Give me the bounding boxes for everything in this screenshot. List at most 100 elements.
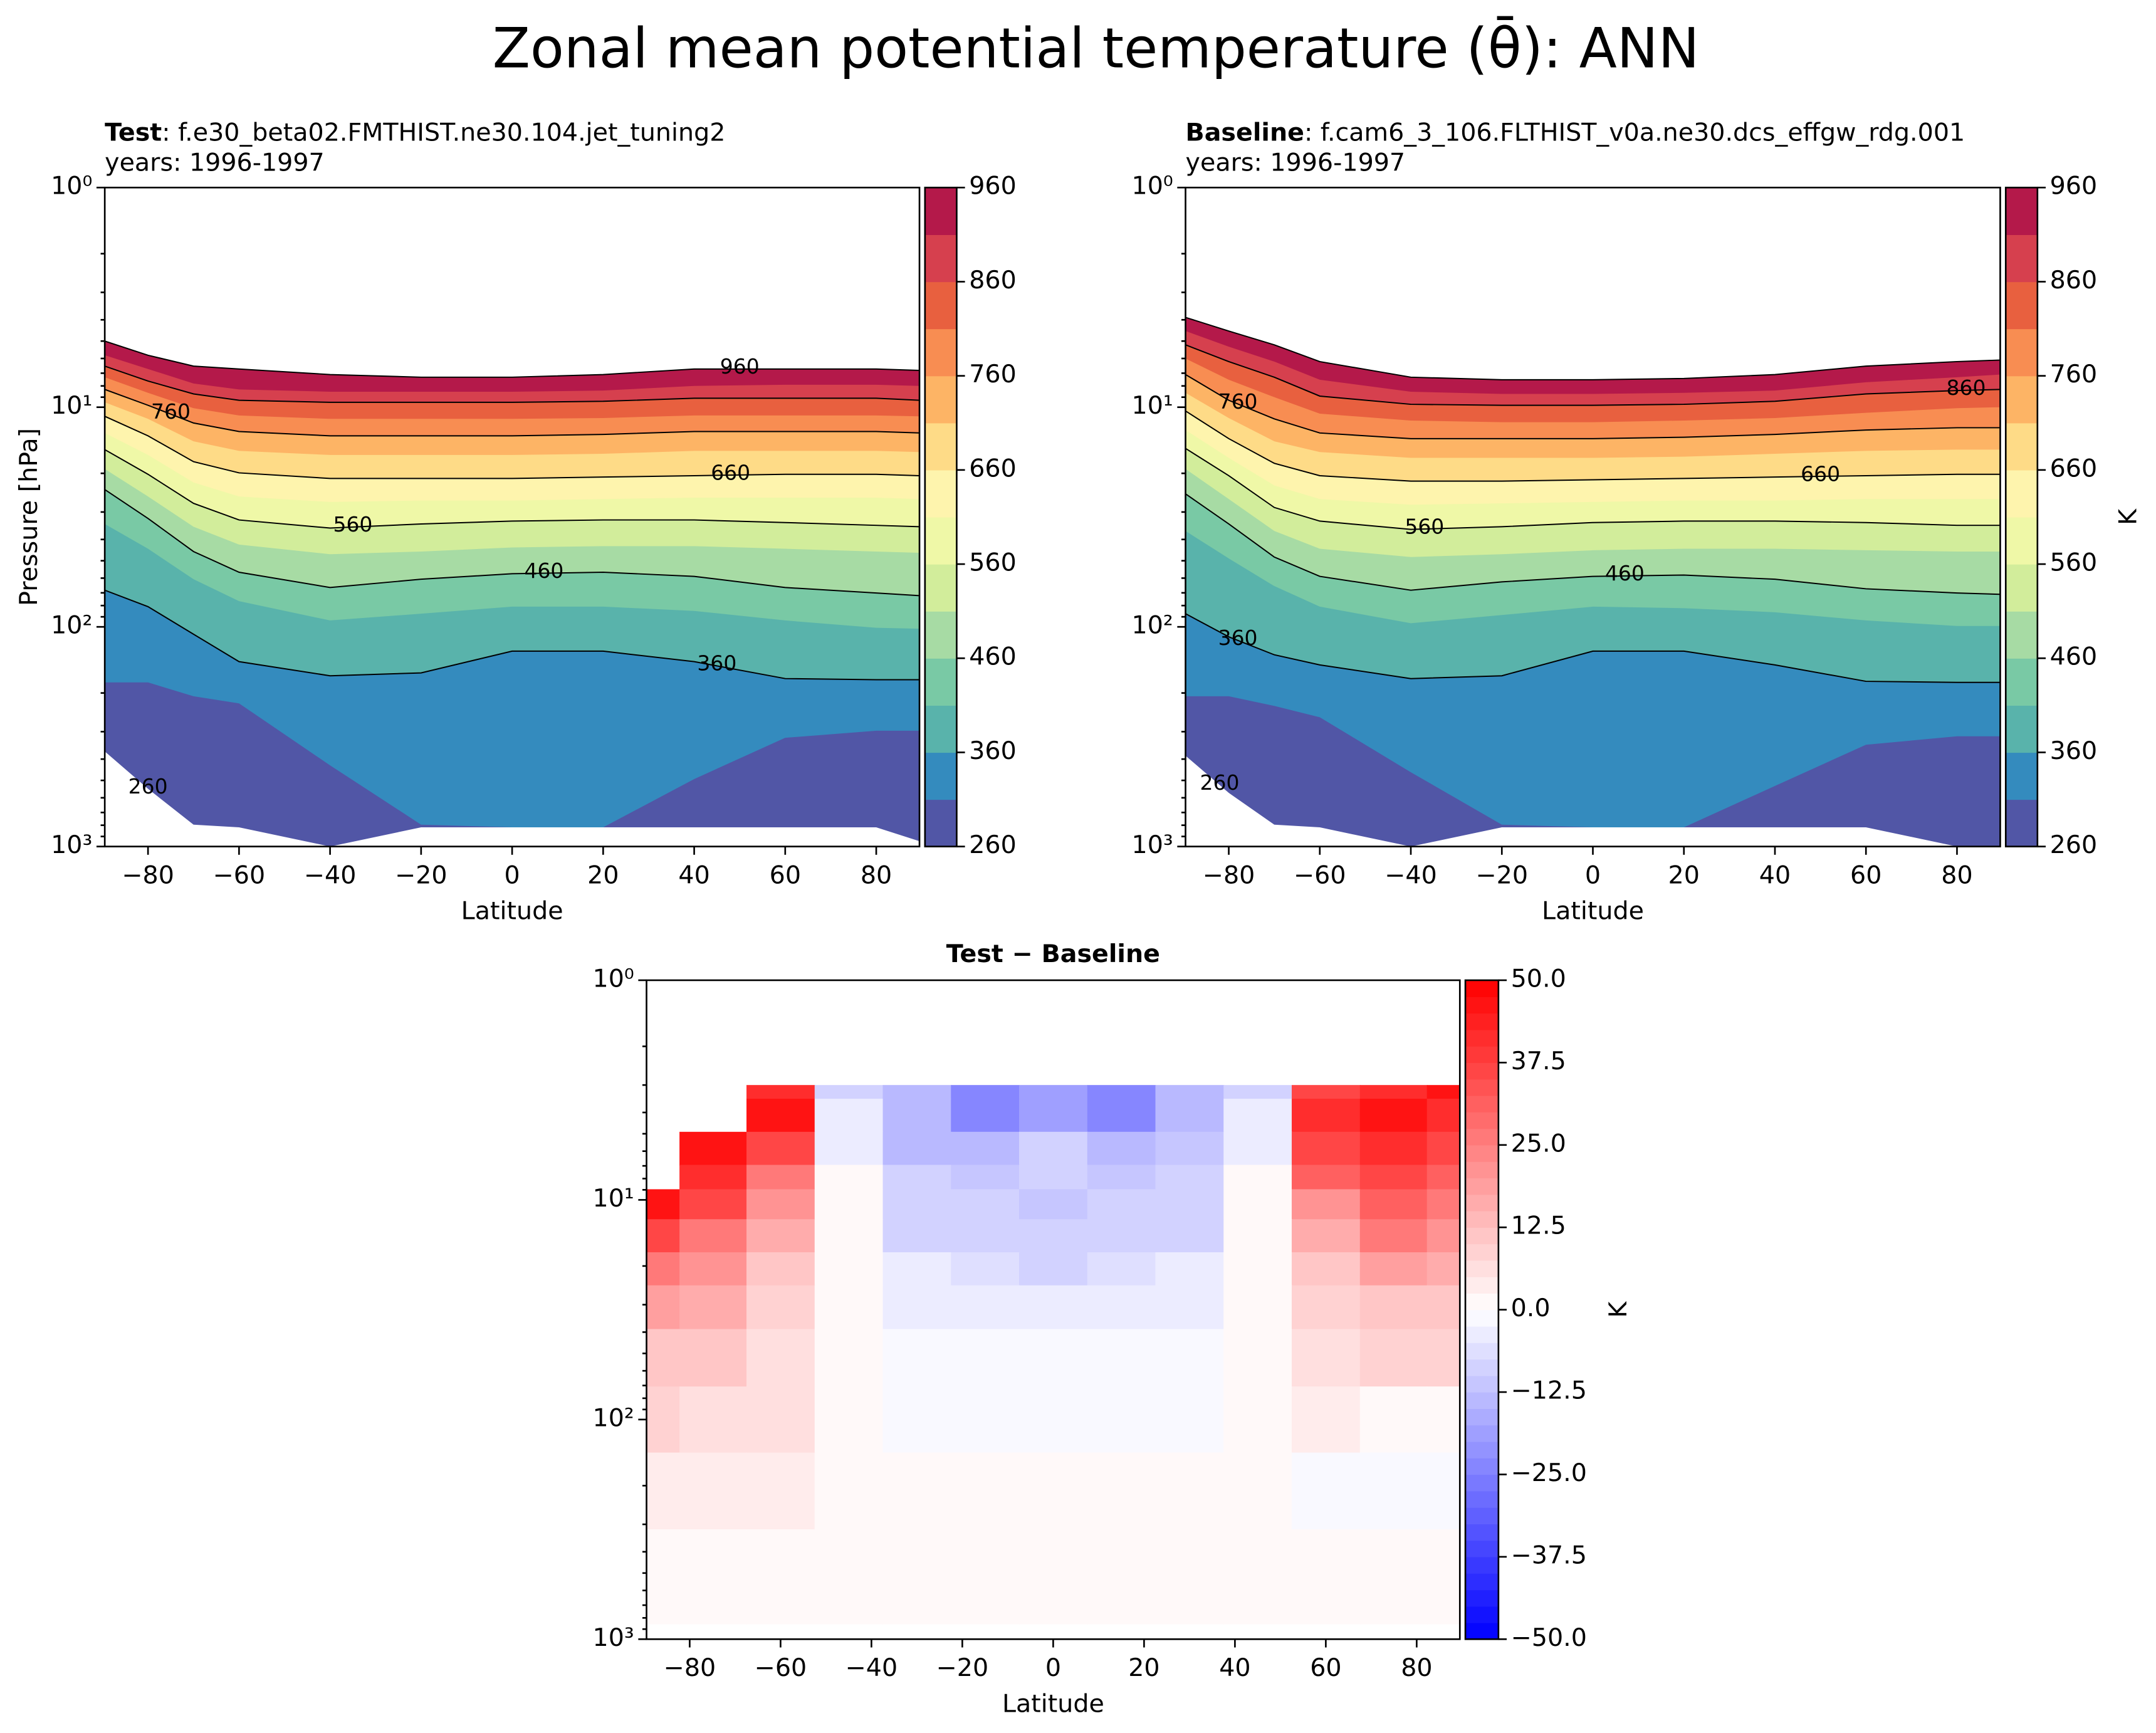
cell xyxy=(646,1285,681,1330)
x-tick-label: 60 xyxy=(770,861,801,889)
y-tick-label: 10¹ xyxy=(593,1184,634,1213)
contour-label: 860 xyxy=(1947,375,1986,400)
cell xyxy=(679,1285,748,1330)
y-axis-label: Pressure [hPa] xyxy=(14,428,43,606)
cell xyxy=(1019,1252,1088,1286)
cell xyxy=(1087,1598,1156,1625)
cell xyxy=(1426,1598,1460,1625)
cell xyxy=(951,1386,1020,1453)
colorbar-band xyxy=(2006,328,2038,377)
cell xyxy=(1087,1165,1156,1190)
cell xyxy=(951,1329,1020,1388)
colorbar-tick-label: 50.0 xyxy=(1511,964,1566,993)
colorbar-band xyxy=(1465,1243,1499,1261)
colorbar-band xyxy=(1465,1441,1499,1458)
cell xyxy=(951,1252,1020,1286)
cell xyxy=(1223,1131,1293,1166)
cell xyxy=(1426,1189,1460,1220)
colorbar-band xyxy=(1465,1013,1499,1030)
cell xyxy=(646,1598,681,1625)
plot-area: 760 860 660 560 460 360 260 xyxy=(1185,317,2001,847)
cell xyxy=(814,1165,884,1190)
cell xyxy=(882,1529,952,1599)
colorbar-band xyxy=(1465,1474,1499,1492)
cell xyxy=(679,1329,748,1388)
cell xyxy=(746,1252,815,1286)
panel: 960 760 660 560 460 360 260 −80 −60 −40 −20 0 20 40 60… xyxy=(14,118,1017,926)
colorbar-band xyxy=(1465,1343,1499,1360)
x-tick-label: 40 xyxy=(1759,861,1791,889)
colorbar-tick-label: 0.0 xyxy=(1511,1294,1551,1322)
plot-area xyxy=(646,1085,1460,1625)
colorbar-band xyxy=(2006,799,2038,847)
cell xyxy=(1087,1219,1156,1254)
colorbar-tick-label: −37.5 xyxy=(1511,1541,1587,1569)
cell xyxy=(1292,1131,1361,1166)
colorbar-label: K xyxy=(1604,1301,1633,1318)
colorbar-band xyxy=(1465,1326,1499,1343)
colorbar-band xyxy=(1465,1524,1499,1541)
colorbar-band xyxy=(2006,375,2038,424)
x-tick-label: 40 xyxy=(1219,1653,1250,1682)
cell xyxy=(1087,1252,1156,1286)
cell xyxy=(646,1529,681,1599)
cell xyxy=(1292,1219,1361,1254)
cell xyxy=(1087,1085,1156,1100)
colorbar-tick-label: 960 xyxy=(969,172,1017,201)
contour-label: 660 xyxy=(1801,461,1840,486)
colorbar-band xyxy=(2006,281,2038,330)
cell xyxy=(1087,1189,1156,1220)
contour-line xyxy=(105,449,920,529)
colorbar-band xyxy=(924,658,957,706)
cell xyxy=(951,1099,1020,1133)
colorbar-band xyxy=(1465,1112,1499,1129)
colorbar-band xyxy=(924,752,957,800)
x-tick-label: 20 xyxy=(1668,861,1700,889)
cell xyxy=(1223,1598,1293,1625)
contour-label: 260 xyxy=(128,774,168,798)
cell xyxy=(1292,1529,1361,1599)
cell xyxy=(1019,1452,1088,1531)
cell xyxy=(1087,1099,1156,1133)
x-axis-label: Latitude xyxy=(1002,1689,1104,1718)
cell xyxy=(1426,1329,1460,1388)
cell xyxy=(679,1529,748,1599)
cell xyxy=(679,1598,748,1625)
cell xyxy=(1426,1252,1460,1286)
colorbar-tick-label: 25.0 xyxy=(1511,1129,1566,1158)
cell xyxy=(1223,1099,1293,1133)
cell xyxy=(1155,1529,1225,1599)
cell xyxy=(1426,1386,1460,1453)
cell xyxy=(1292,1452,1361,1531)
panel: 760 860 660 560 460 360 260 −80 −60 −40 −20 0 20 40 60… xyxy=(1132,118,2143,926)
colorbar-tick-label: 560 xyxy=(969,548,1017,577)
y-tick-label: 10² xyxy=(593,1403,634,1432)
cell xyxy=(951,1165,1020,1190)
cell xyxy=(951,1598,1020,1625)
colorbar-band xyxy=(1465,1490,1499,1508)
cell xyxy=(1359,1329,1428,1388)
cell xyxy=(679,1131,748,1166)
colorbar-band xyxy=(924,469,957,518)
cell xyxy=(1359,1131,1428,1166)
colorbar-tick-label: −25.0 xyxy=(1511,1458,1587,1487)
cell xyxy=(679,1452,748,1531)
cell xyxy=(882,1099,952,1133)
cell xyxy=(746,1598,815,1625)
colorbar-band xyxy=(924,611,957,659)
colorbar-band xyxy=(924,705,957,753)
cell xyxy=(746,1386,815,1453)
y-tick-label: 10³ xyxy=(1132,830,1173,859)
contour-line xyxy=(1185,448,2001,530)
cell xyxy=(679,1252,748,1286)
cell xyxy=(882,1165,952,1190)
x-tick-label: −80 xyxy=(122,861,174,889)
x-tick-label: −20 xyxy=(936,1653,989,1682)
contour-label: 460 xyxy=(524,558,563,583)
cell xyxy=(679,1219,748,1254)
cell xyxy=(746,1099,815,1133)
colorbar-band xyxy=(1465,1260,1499,1277)
contour-fill xyxy=(1185,755,2001,847)
y-tick-label: 10⁰ xyxy=(1132,172,1173,201)
cell xyxy=(882,1189,952,1220)
